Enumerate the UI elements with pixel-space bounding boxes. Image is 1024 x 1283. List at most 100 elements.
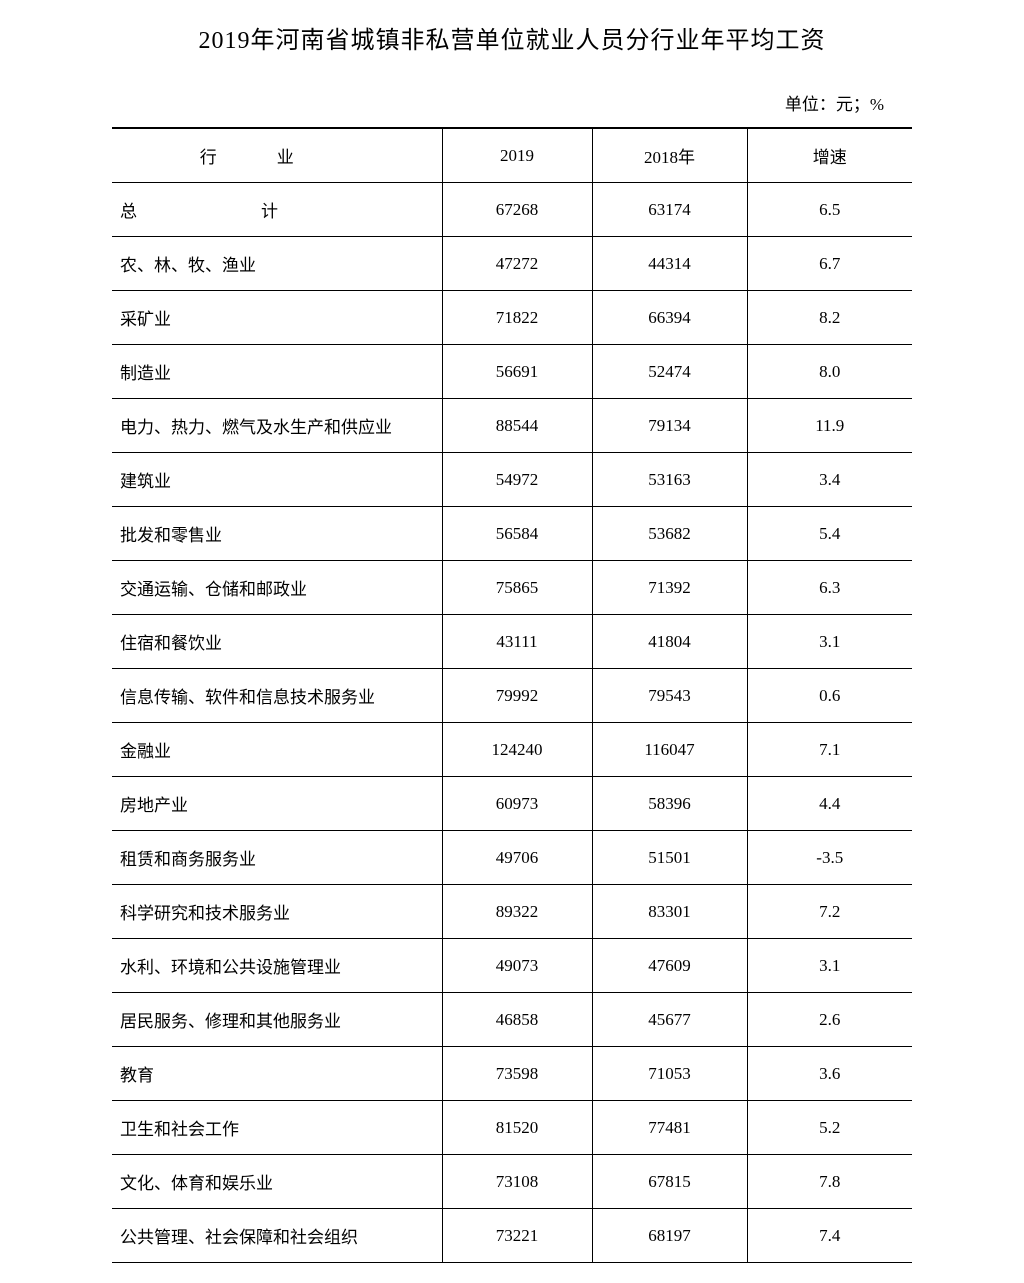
table-row: 水利、环境和公共设施管理业49073476093.1 xyxy=(112,939,912,993)
page-title: 2019年河南省城镇非私营单位就业人员分行业年平均工资 xyxy=(0,20,1024,55)
cell-industry: 居民服务、修理和其他服务业 xyxy=(112,993,442,1047)
table-header-row: 行业 2019 2018年 增速 xyxy=(112,128,912,183)
cell-industry: 电力、热力、燃气及水生产和供应业 xyxy=(112,399,442,453)
table-row: 卫生和社会工作81520774815.2 xyxy=(112,1101,912,1155)
cell-growth: 6.7 xyxy=(747,237,912,291)
cell-growth: 4.4 xyxy=(747,777,912,831)
cell-growth: -3.5 xyxy=(747,831,912,885)
cell-industry: 教育 xyxy=(112,1047,442,1101)
cell-2019: 60973 xyxy=(442,777,592,831)
cell-growth: 8.2 xyxy=(747,291,912,345)
cell-2018: 47609 xyxy=(592,939,747,993)
cell-2018: 68197 xyxy=(592,1209,747,1263)
cell-industry: 信息传输、软件和信息技术服务业 xyxy=(112,669,442,723)
cell-2018: 63174 xyxy=(592,183,747,237)
cell-2018: 45677 xyxy=(592,993,747,1047)
table-row: 住宿和餐饮业43111418043.1 xyxy=(112,615,912,669)
table-row: 居民服务、修理和其他服务业46858456772.6 xyxy=(112,993,912,1047)
table-row: 制造业56691524748.0 xyxy=(112,345,912,399)
cell-growth: 7.2 xyxy=(747,885,912,939)
col-header-2019: 2019 xyxy=(442,128,592,183)
cell-2019: 56584 xyxy=(442,507,592,561)
cell-2019: 81520 xyxy=(442,1101,592,1155)
cell-growth: 8.0 xyxy=(747,345,912,399)
table-row: 科学研究和技术服务业89322833017.2 xyxy=(112,885,912,939)
cell-2019: 47272 xyxy=(442,237,592,291)
table-row: 采矿业71822663948.2 xyxy=(112,291,912,345)
cell-industry: 交通运输、仓储和邮政业 xyxy=(112,561,442,615)
cell-industry: 住宿和餐饮业 xyxy=(112,615,442,669)
unit-label: 单位：元；% xyxy=(0,90,1024,115)
cell-growth: 3.6 xyxy=(747,1047,912,1101)
cell-2018: 79543 xyxy=(592,669,747,723)
table-row: 公共管理、社会保障和社会组织73221681977.4 xyxy=(112,1209,912,1263)
cell-industry: 公共管理、社会保障和社会组织 xyxy=(112,1209,442,1263)
cell-2018: 66394 xyxy=(592,291,747,345)
cell-growth: 11.9 xyxy=(747,399,912,453)
cell-growth: 6.3 xyxy=(747,561,912,615)
cell-2018: 77481 xyxy=(592,1101,747,1155)
cell-2019: 75865 xyxy=(442,561,592,615)
cell-2019: 73108 xyxy=(442,1155,592,1209)
cell-industry: 建筑业 xyxy=(112,453,442,507)
cell-industry: 文化、体育和娱乐业 xyxy=(112,1155,442,1209)
col-header-industry: 行业 xyxy=(112,128,442,183)
table-row: 建筑业54972531633.4 xyxy=(112,453,912,507)
cell-2018: 83301 xyxy=(592,885,747,939)
cell-2019: 79992 xyxy=(442,669,592,723)
cell-2018: 52474 xyxy=(592,345,747,399)
table-row: 农、林、牧、渔业47272443146.7 xyxy=(112,237,912,291)
cell-growth: 3.1 xyxy=(747,615,912,669)
col-header-2018: 2018年 xyxy=(592,128,747,183)
cell-2018: 71392 xyxy=(592,561,747,615)
cell-industry: 采矿业 xyxy=(112,291,442,345)
cell-2019: 71822 xyxy=(442,291,592,345)
cell-2019: 88544 xyxy=(442,399,592,453)
cell-growth: 6.5 xyxy=(747,183,912,237)
table-row: 租赁和商务服务业4970651501-3.5 xyxy=(112,831,912,885)
cell-2018: 67815 xyxy=(592,1155,747,1209)
cell-industry: 卫生和社会工作 xyxy=(112,1101,442,1155)
cell-growth: 0.6 xyxy=(747,669,912,723)
cell-industry: 租赁和商务服务业 xyxy=(112,831,442,885)
cell-2018: 51501 xyxy=(592,831,747,885)
cell-2018: 79134 xyxy=(592,399,747,453)
table-row: 批发和零售业56584536825.4 xyxy=(112,507,912,561)
table-row: 房地产业60973583964.4 xyxy=(112,777,912,831)
cell-2018: 53682 xyxy=(592,507,747,561)
cell-2018: 53163 xyxy=(592,453,747,507)
cell-2019: 124240 xyxy=(442,723,592,777)
cell-2019: 67268 xyxy=(442,183,592,237)
cell-2018: 41804 xyxy=(592,615,747,669)
cell-2019: 54972 xyxy=(442,453,592,507)
cell-growth: 3.1 xyxy=(747,939,912,993)
col-header-growth: 增速 xyxy=(747,128,912,183)
cell-industry: 科学研究和技术服务业 xyxy=(112,885,442,939)
table-row: 交通运输、仓储和邮政业75865713926.3 xyxy=(112,561,912,615)
cell-2018: 116047 xyxy=(592,723,747,777)
cell-2019: 46858 xyxy=(442,993,592,1047)
cell-industry: 农、林、牧、渔业 xyxy=(112,237,442,291)
cell-industry: 水利、环境和公共设施管理业 xyxy=(112,939,442,993)
cell-growth: 3.4 xyxy=(747,453,912,507)
cell-2019: 89322 xyxy=(442,885,592,939)
cell-industry: 房地产业 xyxy=(112,777,442,831)
cell-2018: 71053 xyxy=(592,1047,747,1101)
wage-table: 行业 2019 2018年 增速 总 计67268631746.5农、林、牧、渔… xyxy=(112,127,912,1263)
cell-industry: 批发和零售业 xyxy=(112,507,442,561)
cell-2019: 73598 xyxy=(442,1047,592,1101)
table-row: 电力、热力、燃气及水生产和供应业885447913411.9 xyxy=(112,399,912,453)
table-row: 文化、体育和娱乐业73108678157.8 xyxy=(112,1155,912,1209)
cell-industry: 制造业 xyxy=(112,345,442,399)
cell-2019: 43111 xyxy=(442,615,592,669)
cell-growth: 7.8 xyxy=(747,1155,912,1209)
table-row: 信息传输、软件和信息技术服务业79992795430.6 xyxy=(112,669,912,723)
cell-2018: 58396 xyxy=(592,777,747,831)
cell-growth: 2.6 xyxy=(747,993,912,1047)
cell-industry: 总 计 xyxy=(112,183,442,237)
cell-industry: 金融业 xyxy=(112,723,442,777)
cell-2019: 56691 xyxy=(442,345,592,399)
cell-growth: 5.4 xyxy=(747,507,912,561)
cell-2019: 49073 xyxy=(442,939,592,993)
cell-2018: 44314 xyxy=(592,237,747,291)
